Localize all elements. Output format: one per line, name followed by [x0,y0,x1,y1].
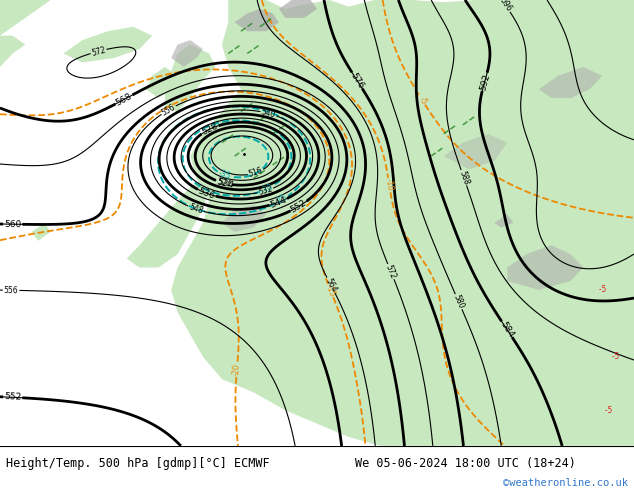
Text: -10: -10 [384,178,395,192]
Text: 544: 544 [269,195,288,210]
Polygon shape [539,67,602,98]
Text: 576: 576 [349,71,366,90]
Polygon shape [444,134,507,170]
Text: 552: 552 [289,198,308,215]
Text: -35: -35 [217,169,231,181]
Polygon shape [222,205,266,232]
Text: 540: 540 [261,107,277,120]
Polygon shape [32,223,51,241]
Text: 596: 596 [498,0,513,14]
Text: 516: 516 [247,166,264,179]
Polygon shape [171,40,203,67]
Text: Height/Temp. 500 hPa [gdmp][°C] ECMWF: Height/Temp. 500 hPa [gdmp][°C] ECMWF [6,457,270,470]
Text: -5: -5 [417,95,428,106]
Polygon shape [146,67,178,98]
Polygon shape [279,0,317,18]
Text: 584: 584 [498,319,515,339]
Text: 564: 564 [323,276,338,294]
Text: 552: 552 [4,392,22,402]
Text: -20: -20 [232,364,242,376]
Polygon shape [165,45,216,112]
Text: 580: 580 [451,294,465,310]
Text: 588: 588 [457,170,470,186]
Text: ©weatheronline.co.uk: ©weatheronline.co.uk [503,478,628,488]
Text: 556: 556 [160,102,177,118]
Text: 528: 528 [200,122,219,137]
Polygon shape [171,0,634,446]
Text: 532: 532 [257,185,274,197]
Polygon shape [507,245,583,290]
Text: 592: 592 [478,73,491,91]
Polygon shape [235,9,279,31]
Polygon shape [63,27,152,62]
Text: 524: 524 [216,177,232,189]
Polygon shape [0,36,25,67]
Text: We 05-06-2024 18:00 UTC (18+24): We 05-06-2024 18:00 UTC (18+24) [355,457,576,470]
Polygon shape [495,214,514,227]
Text: 572: 572 [384,263,398,280]
Text: 548: 548 [188,202,204,216]
Polygon shape [0,0,51,36]
Text: -30: -30 [259,182,275,196]
Text: 560: 560 [4,220,22,229]
Text: -5: -5 [598,285,607,294]
Text: 524: 524 [216,177,234,190]
Text: -5: -5 [604,406,613,415]
Text: -25: -25 [275,193,290,207]
Text: 536: 536 [197,186,216,200]
Text: -15: -15 [324,283,337,298]
Text: 568: 568 [114,92,134,107]
Polygon shape [127,178,209,268]
Text: 556: 556 [4,286,18,295]
Text: 572: 572 [91,45,107,57]
Text: -5: -5 [611,352,619,361]
